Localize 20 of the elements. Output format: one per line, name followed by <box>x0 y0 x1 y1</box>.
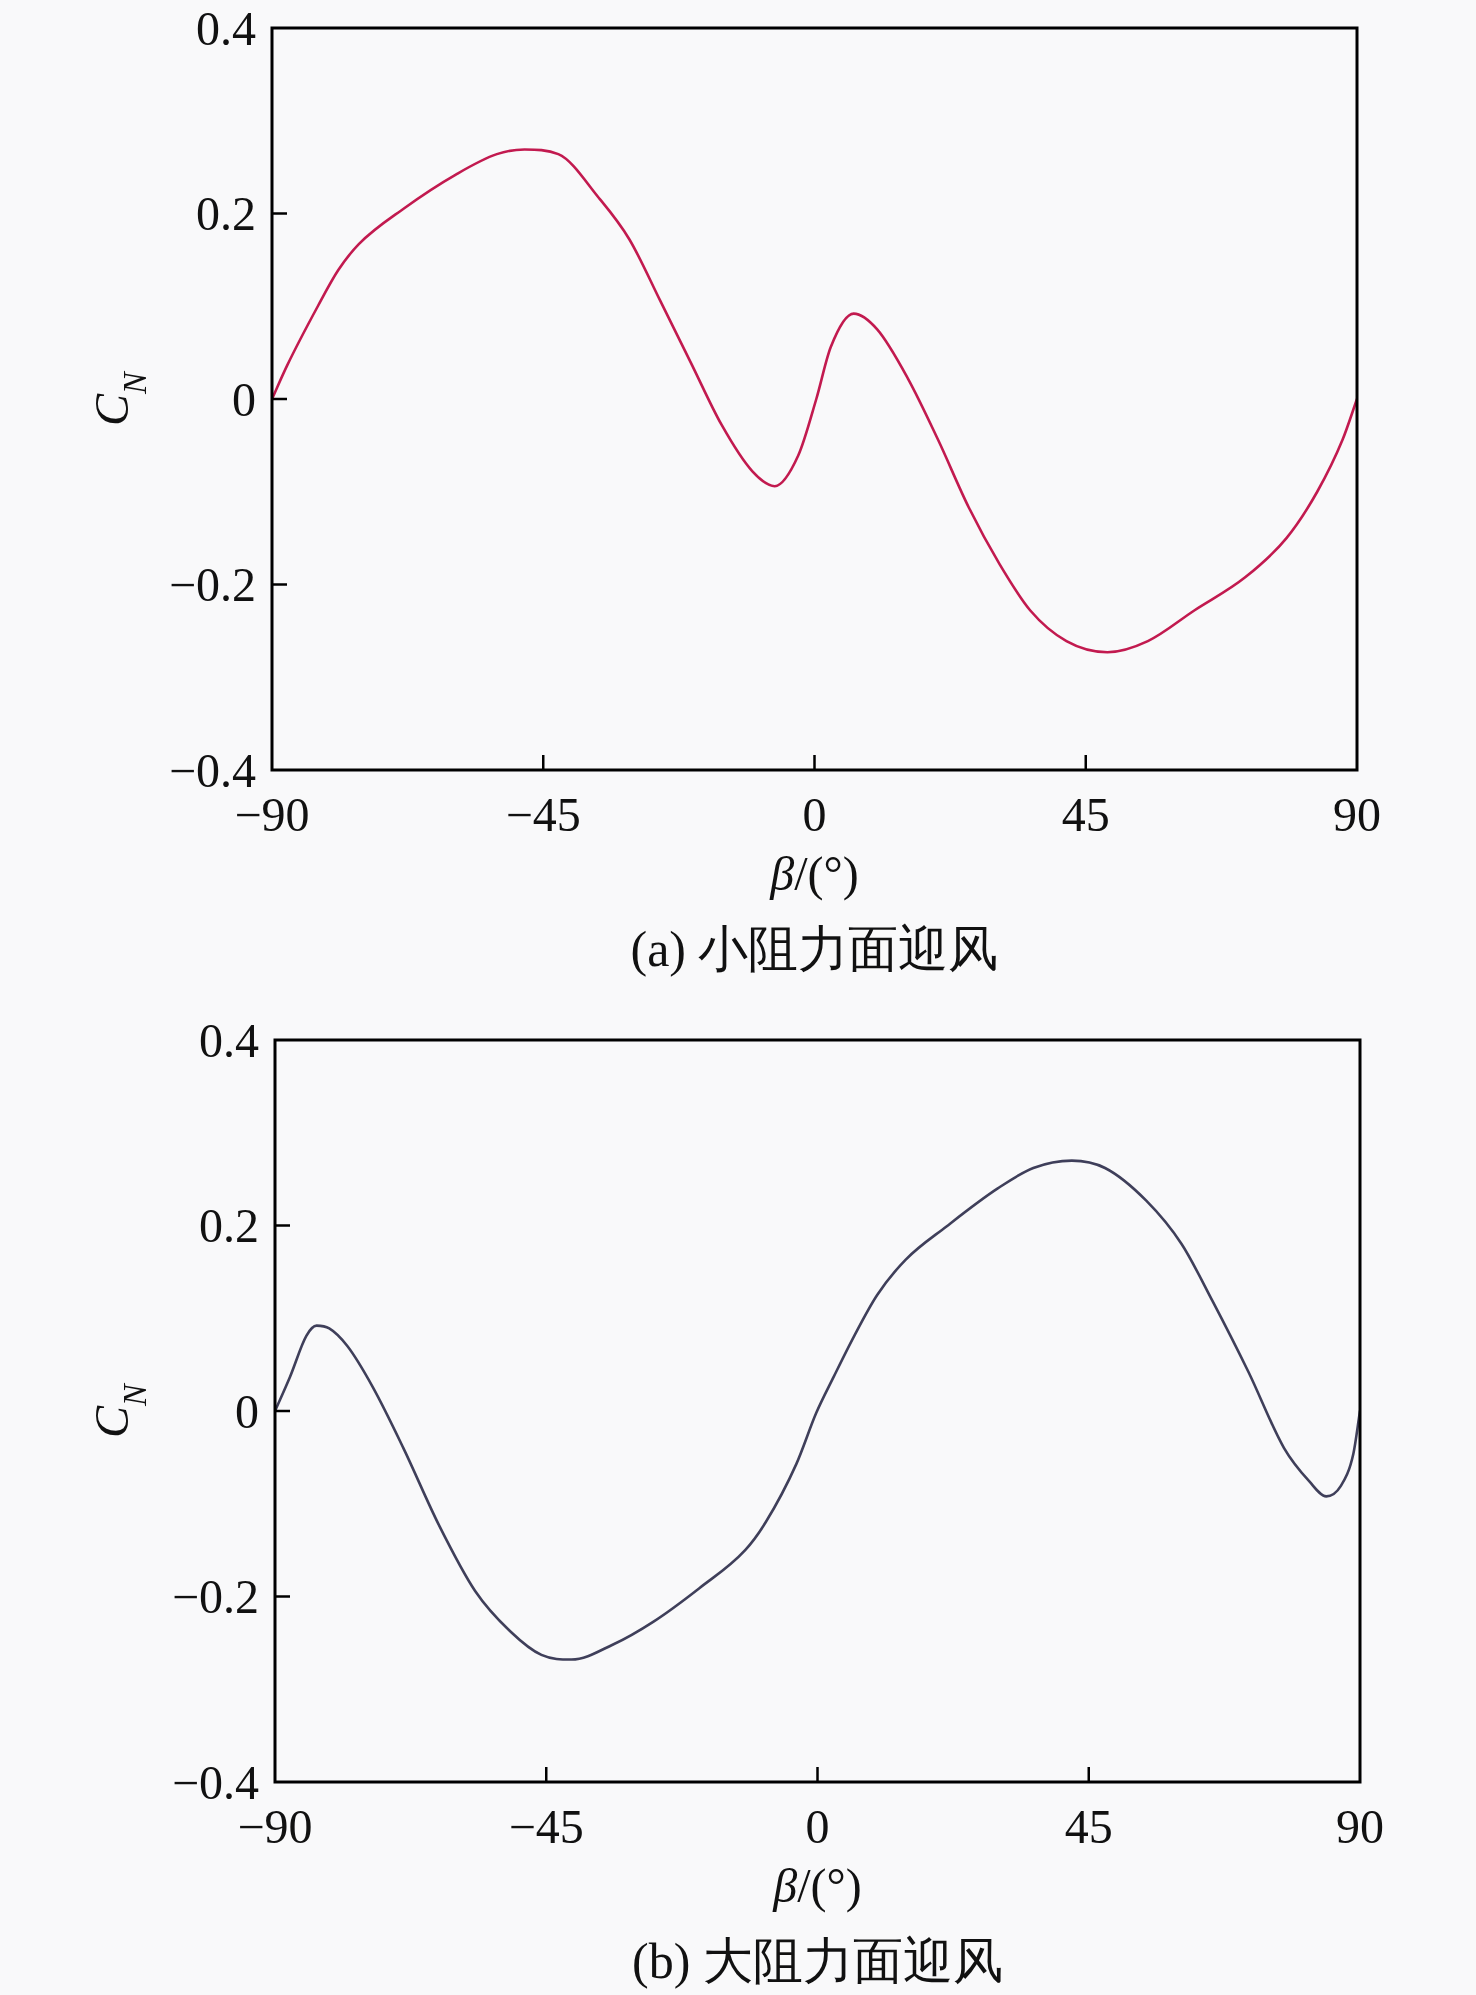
y-tick-label: 0.2 <box>196 187 256 240</box>
text: (b) 大阻力面迎风 <box>632 1933 1003 1989</box>
text: (a) 小阻力面迎风 <box>630 921 999 977</box>
x-tick-label: −45 <box>508 1799 584 1853</box>
x-tick-label: 0 <box>802 787 827 841</box>
x-tick-label: 0 <box>805 1799 830 1853</box>
x-tick-label: −45 <box>505 787 581 841</box>
y-tick-label: 0.2 <box>199 1199 259 1252</box>
x-tick-label: 90 <box>1336 1799 1384 1853</box>
y-tick-label: −0.2 <box>171 1570 259 1623</box>
x-axis-title: β/(°) <box>769 846 859 901</box>
x-axis-title: β/(°) <box>772 1858 862 1913</box>
y-tick-label: 0.4 <box>199 1013 259 1067</box>
y-tick-label: 0 <box>232 372 256 426</box>
x-tick-label: 45 <box>1064 1799 1113 1853</box>
y-tick-label: 0 <box>235 1384 259 1438</box>
x-tick-label: 45 <box>1061 787 1110 841</box>
x-tick-label: 90 <box>1333 787 1381 841</box>
y-tick-label: 0.4 <box>196 1 256 55</box>
y-tick-label: −0.2 <box>168 558 256 611</box>
